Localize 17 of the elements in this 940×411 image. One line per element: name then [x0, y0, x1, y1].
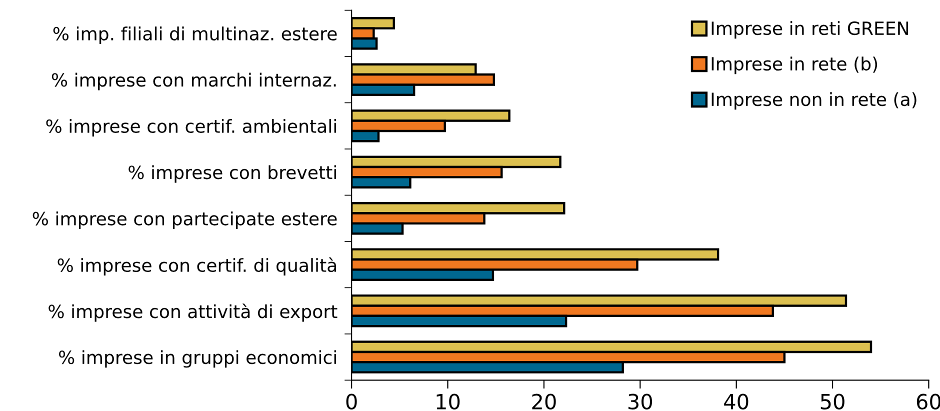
legend-label: Imprese non in rete (a) [712, 92, 916, 110]
x-tick-label: 0 [346, 394, 357, 410]
x-tick-label: 10 [436, 394, 460, 410]
x-tick-label: 40 [724, 394, 748, 410]
legend-label: Imprese in reti GREEN [712, 21, 908, 39]
y-tick-label: % imprese con partecipate estere [32, 211, 337, 229]
x-tick-label: 20 [532, 394, 556, 410]
y-tick-label: % imp. filiali di multinaz. estere [53, 26, 337, 44]
y-tick-label: % imprese con marchi internaz. [52, 72, 336, 90]
x-tick-label: 30 [628, 394, 652, 410]
x-tick-label: 50 [820, 394, 844, 410]
y-tick-label: % imprese con brevetti [128, 165, 336, 183]
y-tick-label: % imprese con certif. di qualità [58, 257, 336, 276]
y-tick-label: % imprese con certif. ambientali [46, 119, 336, 136]
y-tick-label: % imprese con attività di export [48, 304, 338, 322]
legend-label: Imprese in rete (b) [712, 56, 878, 74]
y-tick-label: % imprese in gruppi economici [59, 350, 336, 368]
